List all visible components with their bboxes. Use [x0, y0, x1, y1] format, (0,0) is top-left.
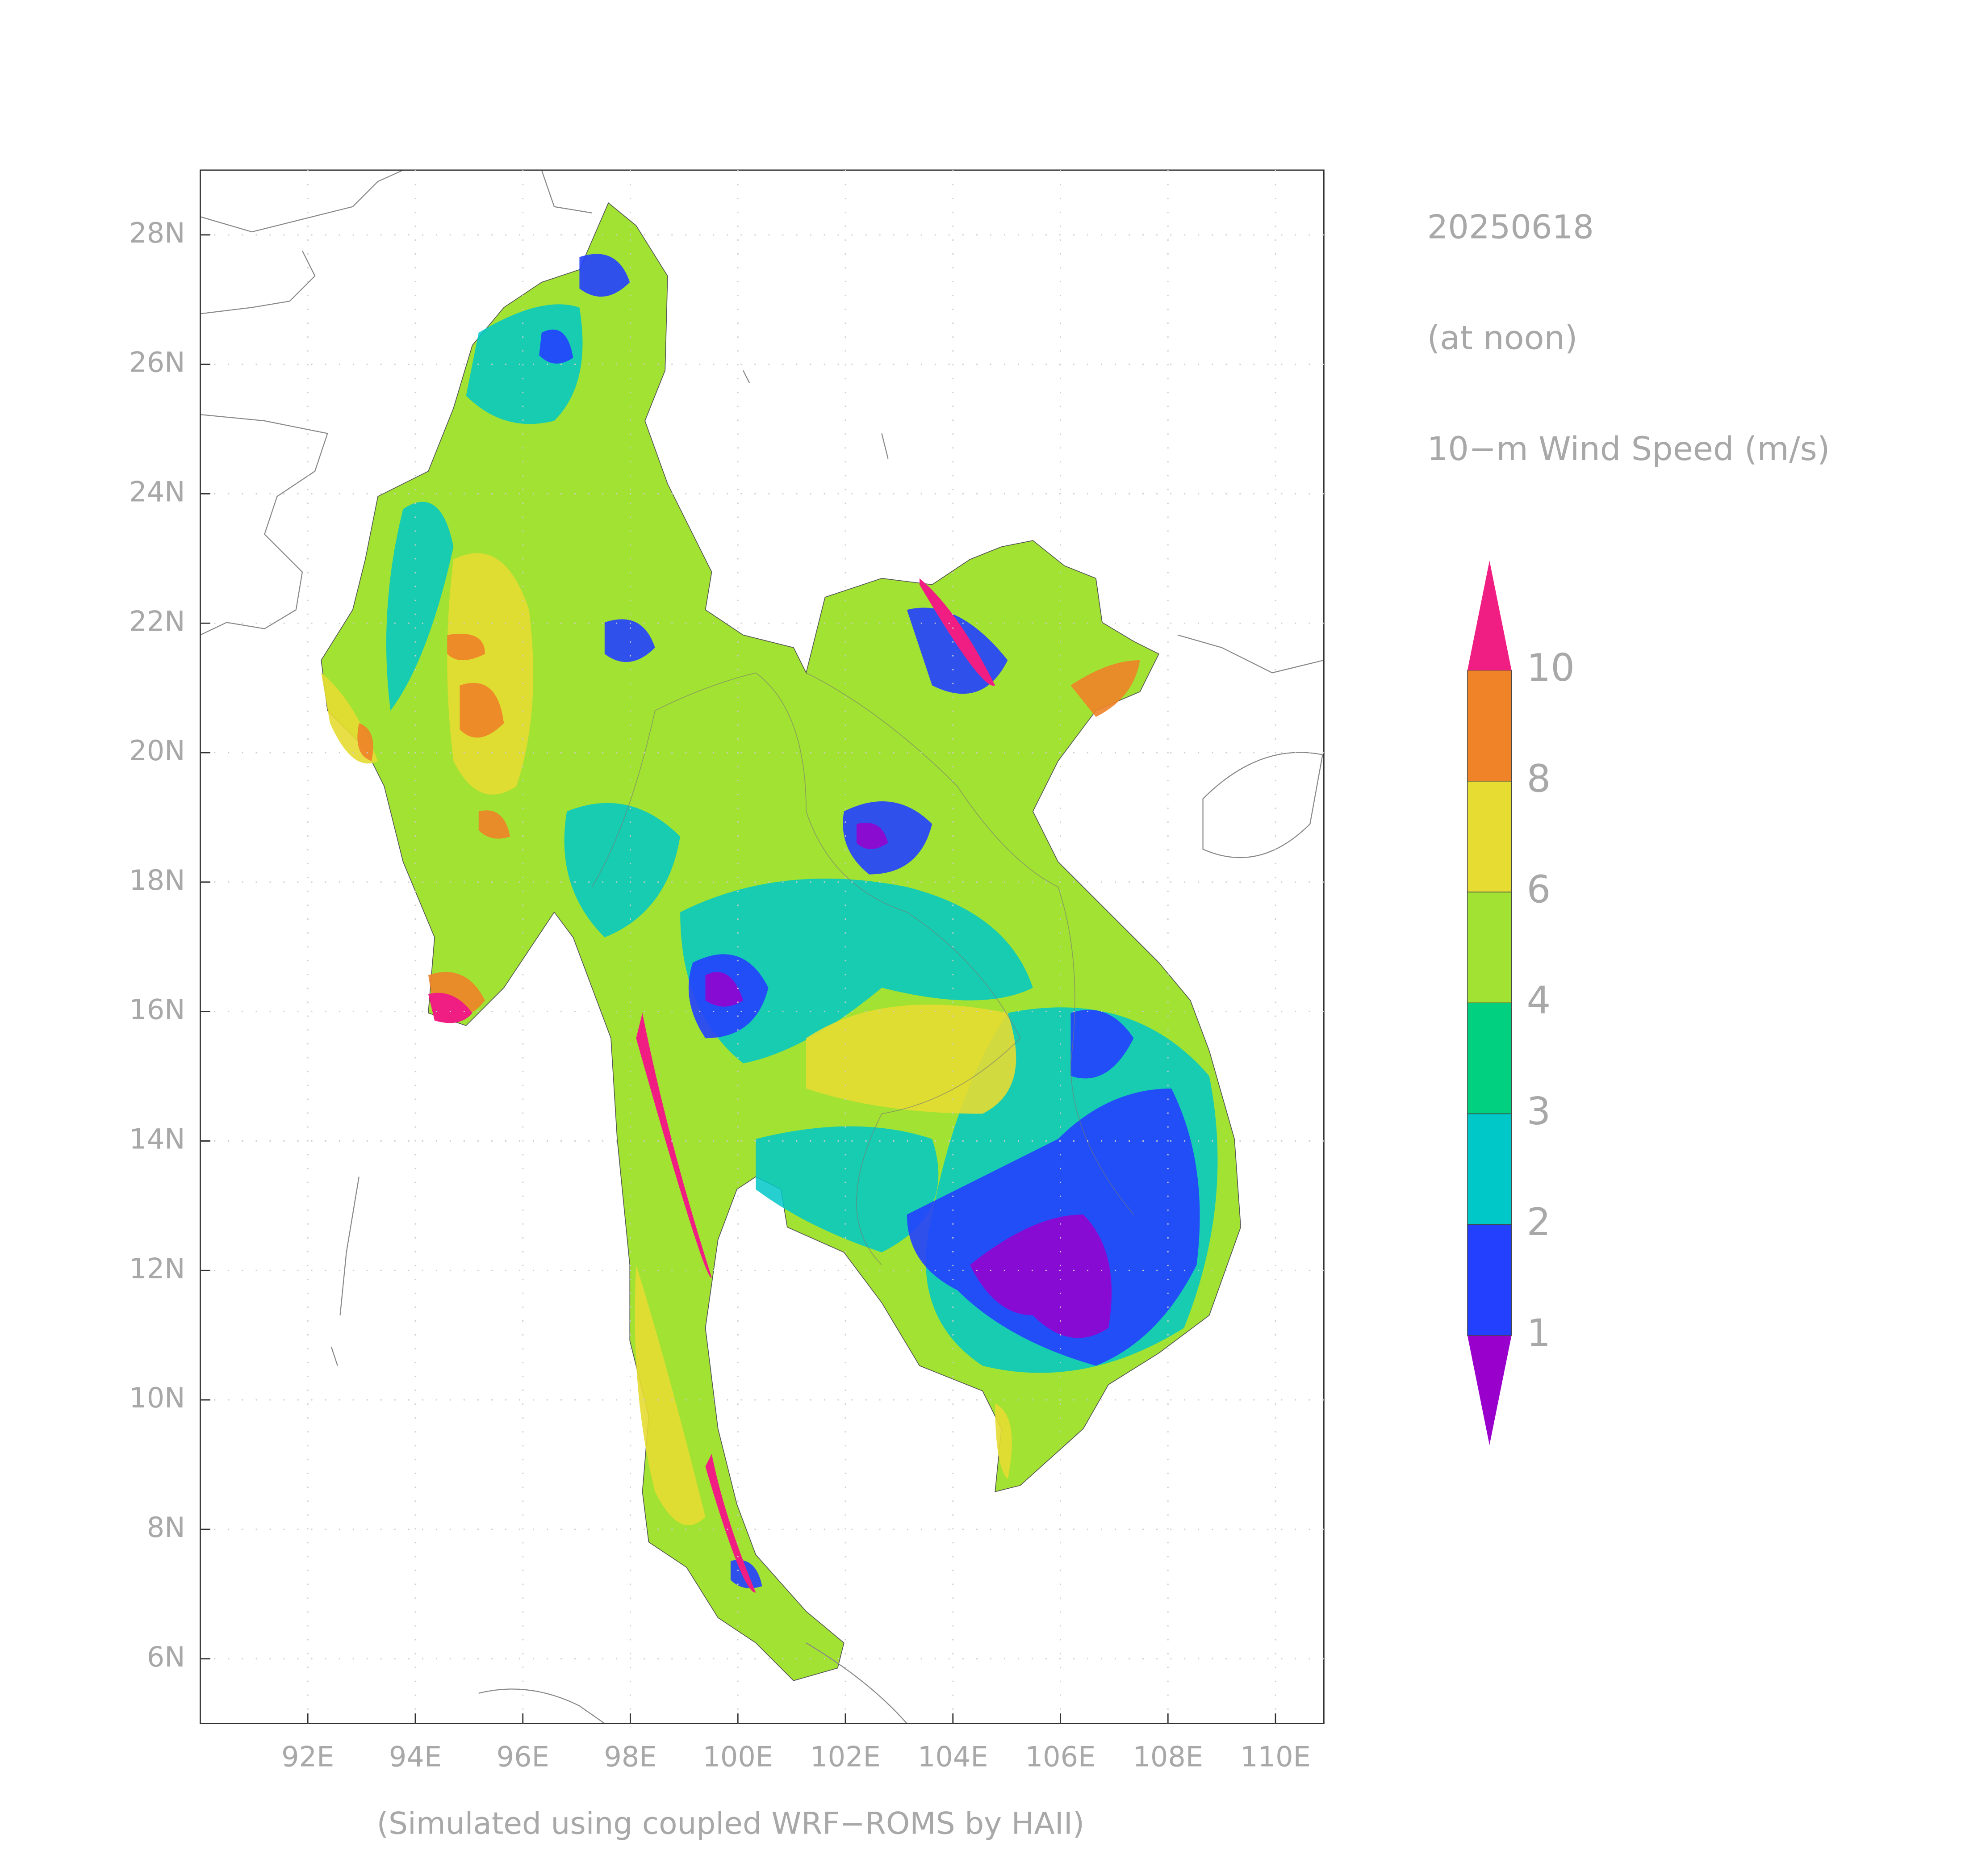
- y-tick-label: 24N: [129, 475, 185, 508]
- colorbar-label: 8: [1526, 756, 1551, 800]
- colorbar-box: [1467, 892, 1512, 1003]
- x-tick-label: 110E: [1240, 1741, 1311, 1773]
- colorbar: 1 2 3 4 6 8 10: [1467, 561, 1575, 1445]
- y-tick-label: 18N: [129, 864, 185, 896]
- y-tick-label: 16N: [129, 993, 185, 1026]
- colorbar-box: [1467, 781, 1512, 892]
- variable-label: 10−m Wind Speed (m/s): [1427, 430, 1830, 468]
- colorbar-box: [1467, 1224, 1512, 1336]
- axes: 92E 94E 96E 98E 100E 102E 104E 106E 108E 110E 6N 8N…: [129, 170, 1324, 1773]
- y-tick-label: 20N: [129, 734, 185, 767]
- y-tick-label: 26N: [129, 346, 185, 379]
- colorbar-label: 1: [1526, 1311, 1551, 1355]
- country-borders: [591, 672, 1134, 1265]
- colorbar-label: 10: [1526, 645, 1575, 690]
- footer-note: (Simulated using coupled WRF−ROMS by HAI…: [377, 1806, 1085, 1841]
- x-tick-label: 102E: [810, 1741, 881, 1773]
- x-tick-label: 96E: [497, 1741, 549, 1773]
- x-tick-label: 108E: [1133, 1741, 1203, 1773]
- map-frame: [200, 169, 1325, 1724]
- colorbar-box: [1467, 1002, 1512, 1114]
- y-tick-label: 12N: [129, 1252, 185, 1285]
- x-tick-label: 100E: [702, 1741, 773, 1773]
- map-land: [321, 202, 1242, 1681]
- x-tick-label: 98E: [604, 1741, 656, 1773]
- colorbar-box: [1467, 1113, 1512, 1225]
- date-label: 20250618: [1427, 208, 1594, 246]
- coastlines: [200, 169, 1324, 1724]
- y-tick-label: 8N: [147, 1511, 185, 1544]
- x-tick-label: 94E: [389, 1741, 442, 1773]
- y-tick-label: 28N: [129, 217, 185, 249]
- time-label: (at noon): [1427, 319, 1578, 357]
- y-tick-label: 14N: [129, 1123, 185, 1156]
- x-tick-label: 104E: [918, 1741, 988, 1773]
- x-tick-label: 92E: [281, 1741, 334, 1773]
- y-tick-label: 22N: [129, 605, 185, 637]
- colorbar-low-arrow: [1467, 1335, 1512, 1445]
- colorbar-box: [1467, 670, 1512, 782]
- y-tick-label: 6N: [147, 1641, 185, 1673]
- colorbar-label: 3: [1526, 1089, 1551, 1133]
- colorbar-label: 6: [1526, 867, 1551, 911]
- colorbar-label: 4: [1526, 978, 1551, 1022]
- y-tick-label: 10N: [129, 1382, 185, 1414]
- colorbar-high-arrow: [1467, 561, 1512, 670]
- colorbar-label: 2: [1526, 1200, 1551, 1244]
- x-tick-label: 106E: [1025, 1741, 1096, 1773]
